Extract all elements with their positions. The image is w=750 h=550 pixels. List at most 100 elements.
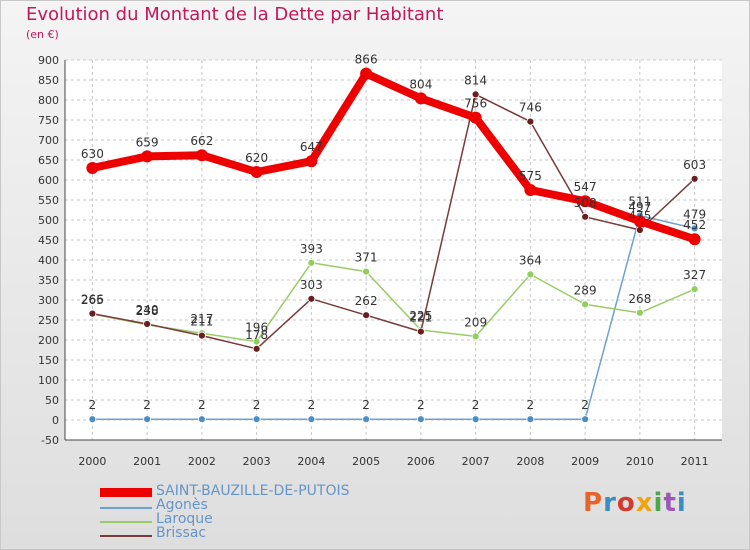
data-point [362, 267, 371, 276]
data-label: 2 [89, 398, 97, 412]
data-label: 364 [519, 253, 542, 267]
data-point [416, 327, 425, 336]
data-point [690, 285, 699, 294]
data-label: 2 [472, 398, 480, 412]
data-point [88, 309, 97, 318]
proxiti-logo: Proxiti [583, 488, 687, 518]
y-tick-label: 900 [38, 54, 59, 67]
logo-letter: P [583, 488, 604, 518]
data-label: 2 [417, 398, 425, 412]
data-point [362, 415, 371, 424]
data-point [252, 344, 261, 353]
data-label: 756 [464, 97, 487, 111]
data-point [250, 166, 263, 178]
data-label: 371 [355, 251, 378, 265]
data-point [362, 311, 371, 320]
x-tick-label: 2001 [133, 455, 161, 468]
data-label: 238 [136, 304, 159, 318]
y-tick-label: 0 [52, 414, 59, 427]
data-point [526, 270, 535, 279]
data-point [414, 92, 427, 105]
data-point [471, 332, 480, 341]
data-label: 178 [245, 328, 268, 342]
data-point [197, 415, 206, 424]
data-label: 2 [527, 398, 535, 412]
data-point [579, 195, 592, 208]
logo-letter: t [663, 488, 677, 518]
chart-title: Evolution du Montant de la Dette par Hab… [26, 4, 444, 25]
data-label: 209 [464, 315, 487, 329]
data-label: 547 [574, 180, 597, 194]
data-label: 647 [300, 140, 323, 154]
series-line-2 [92, 262, 695, 343]
data-label: 196 [245, 321, 268, 335]
y-tick-label: 200 [38, 334, 59, 347]
data-point [195, 149, 208, 162]
logo-letter: x [635, 488, 654, 518]
data-point [471, 90, 480, 99]
logo-letter: o [616, 488, 636, 518]
data-label: 240 [136, 303, 159, 317]
data-point [141, 150, 154, 163]
data-point [416, 415, 425, 424]
data-point [526, 415, 535, 424]
data-label: 303 [300, 278, 323, 292]
y-tick-label: 400 [38, 254, 59, 267]
legend-swatch [100, 507, 152, 509]
data-label: 2 [198, 398, 206, 412]
x-tick-label: 2009 [571, 455, 599, 468]
legend-label: SAINT-BAUZILLE-DE-PUTOIS [156, 483, 350, 499]
y-tick-label: 750 [38, 114, 59, 127]
y-tick-label: 850 [38, 74, 59, 87]
y-tick-label: 550 [38, 194, 59, 207]
data-point [690, 224, 699, 233]
data-label: 211 [190, 315, 213, 329]
data-label: 603 [683, 158, 706, 172]
y-tick-label: 50 [45, 394, 59, 407]
y-tick-label: 450 [38, 234, 59, 247]
series-line-1 [92, 214, 695, 420]
data-label: 393 [300, 242, 323, 256]
data-label: 289 [574, 283, 597, 297]
y-tick-label: 600 [38, 174, 59, 187]
y-tick-label: 700 [38, 134, 59, 147]
y-tick-label: 150 [38, 354, 59, 367]
data-point [526, 117, 535, 126]
data-point [524, 184, 537, 196]
data-label: 662 [190, 134, 213, 148]
data-label: 217 [190, 312, 213, 326]
y-tick-label: -50 [41, 434, 59, 447]
y-tick-label: 350 [38, 274, 59, 287]
x-tick-label: 2008 [516, 455, 544, 468]
x-tick-label: 2011 [681, 455, 709, 468]
data-point [581, 212, 590, 221]
logo-letter: i [653, 488, 664, 518]
data-label: 620 [245, 151, 268, 165]
y-tick-label: 100 [38, 374, 59, 387]
data-point [635, 308, 644, 317]
y-tick-label: 250 [38, 314, 59, 327]
data-label: 866 [355, 53, 378, 67]
plot-area [65, 60, 722, 440]
data-label: 266 [81, 293, 104, 307]
data-label: 265 [81, 293, 104, 307]
x-tick-label: 2000 [78, 455, 106, 468]
data-label: 746 [519, 101, 542, 115]
data-point [360, 67, 373, 80]
data-point [307, 294, 316, 303]
data-label: 659 [136, 135, 159, 149]
data-label: 225 [409, 309, 432, 323]
legend-swatch [100, 535, 152, 537]
data-label: 2 [308, 398, 316, 412]
data-point [143, 320, 152, 328]
data-label: 262 [355, 294, 378, 308]
logo-letter: r [603, 488, 617, 518]
data-label: 475 [628, 209, 651, 223]
data-point [688, 233, 701, 246]
data-point [307, 415, 316, 424]
data-label: 511 [628, 195, 651, 209]
y-tick-label: 300 [38, 294, 59, 307]
logo-letter: i [676, 488, 687, 518]
data-label: 2 [581, 398, 589, 412]
